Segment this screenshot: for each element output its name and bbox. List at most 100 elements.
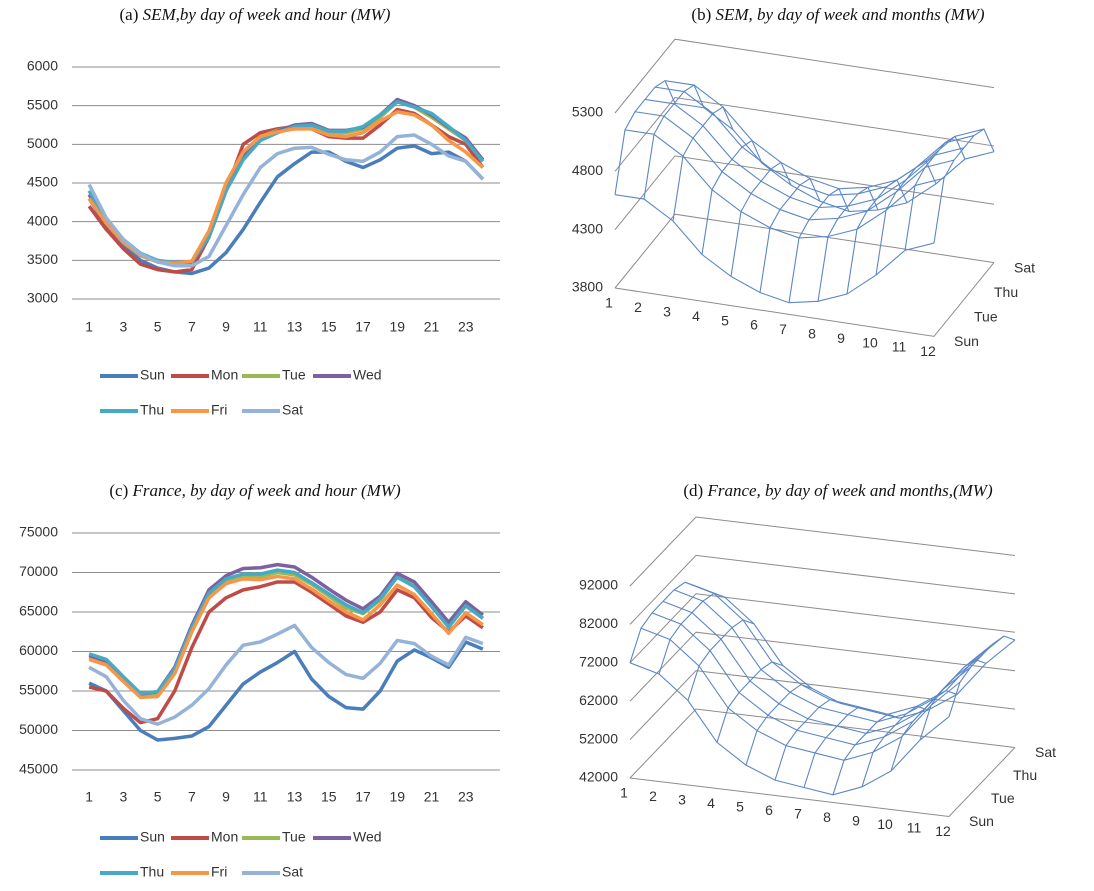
- series-line: [87, 110, 485, 266]
- y-tick-label: 4500: [27, 174, 58, 190]
- x-tick-label: 8: [808, 326, 816, 342]
- x-tick-label: 11: [907, 820, 922, 836]
- floor-edge: [629, 747, 1016, 818]
- surface-column: [759, 177, 821, 293]
- surface-column: [832, 713, 900, 795]
- y-tick-label: 55000: [19, 682, 58, 698]
- x-tick-label: 5: [154, 319, 162, 335]
- x-tick-label: 9: [837, 330, 845, 346]
- x-tick-label: 5: [721, 312, 729, 328]
- grid-line: [629, 593, 1016, 664]
- y-tick-label: 45000: [19, 761, 58, 777]
- x-tick-label: 3: [119, 789, 127, 805]
- x-tick-label: 11: [253, 319, 268, 335]
- y-tick-label: 3000: [27, 290, 58, 306]
- grid-line: [614, 213, 995, 289]
- y-tick-label: Tue: [974, 309, 998, 325]
- chart-title: (a) SEM,by day of week and hour (MW): [120, 5, 391, 24]
- x-tick-label: 21: [424, 319, 440, 335]
- y-tick-label: 4000: [27, 212, 58, 228]
- surface-column: [687, 619, 755, 701]
- surface-row: [640, 627, 961, 761]
- x-tick-label: 1: [605, 295, 613, 311]
- surface-row: [629, 662, 950, 796]
- surface-column: [629, 581, 697, 663]
- x-tick-label: 12: [935, 823, 951, 839]
- x-tick-label: 9: [222, 319, 230, 335]
- y-tick-label: Tue: [991, 790, 1015, 806]
- surface-row: [614, 194, 935, 304]
- panel-label: (a): [120, 5, 139, 24]
- z-tick-label: 82000: [579, 615, 618, 631]
- series-line: [87, 107, 485, 274]
- z-tick-label: 72000: [579, 654, 618, 670]
- surface-column: [745, 683, 813, 766]
- surface-row: [684, 581, 1005, 715]
- legend-label: Sun: [140, 829, 165, 845]
- series-line: [87, 97, 485, 266]
- surface-row: [695, 585, 1016, 719]
- surface-column: [919, 658, 987, 741]
- surface-row: [673, 589, 994, 723]
- surface-row: [662, 600, 983, 735]
- legend-label: Fri: [211, 864, 227, 880]
- y-tick-label: Sun: [954, 333, 979, 349]
- y-tick-label: 5500: [27, 96, 58, 112]
- surface-column: [875, 160, 937, 276]
- x-tick-label: 3: [119, 319, 127, 335]
- panel-label: (b): [691, 5, 711, 24]
- y-tick-label: Sat: [1014, 259, 1035, 275]
- legend-label: Thu: [140, 402, 164, 418]
- legend-label: Thu: [140, 864, 164, 880]
- series-line: [88, 623, 484, 726]
- x-tick-label: 17: [355, 789, 371, 805]
- y-tick-label: 60000: [19, 642, 58, 658]
- surface-column: [817, 186, 879, 302]
- x-tick-label: 6: [765, 802, 773, 818]
- grid-line: [614, 96, 995, 172]
- surface-row: [624, 129, 945, 239]
- surface-column: [774, 698, 842, 781]
- x-tick-label: 8: [823, 809, 831, 825]
- x-tick-label: 10: [877, 816, 893, 832]
- floor-edge: [614, 262, 995, 337]
- surface-row: [644, 98, 965, 209]
- x-tick-label: 19: [389, 789, 405, 805]
- x-tick-label: 2: [649, 788, 657, 804]
- y-tick-label: 70000: [19, 563, 58, 579]
- series-line: [88, 580, 484, 725]
- x-tick-label: 21: [424, 789, 440, 805]
- x-tick-label: 13: [287, 789, 303, 805]
- surface-column: [701, 139, 763, 255]
- legend-label: Sun: [140, 367, 165, 383]
- grid-line: [629, 516, 1016, 587]
- x-tick-label: 17: [355, 319, 371, 335]
- z-tick-label: 62000: [579, 692, 618, 708]
- title-text: France, by day of week and months,(MW): [706, 481, 992, 500]
- x-tick-label: 15: [321, 789, 337, 805]
- chart-title: (d) France, by day of week and months,(M…: [683, 481, 993, 500]
- x-tick-label: 19: [389, 319, 405, 335]
- y-tick-label: 75000: [19, 524, 58, 540]
- y-tick-label: Sat: [1035, 744, 1056, 760]
- x-tick-label: 12: [920, 343, 936, 359]
- x-tick-label: 7: [188, 319, 196, 335]
- x-tick-label: 5: [154, 789, 162, 805]
- x-tick-label: 13: [287, 319, 303, 335]
- x-tick-label: 7: [188, 789, 196, 805]
- surface-row: [654, 86, 975, 196]
- y-tick-label: 3500: [27, 251, 58, 267]
- surface-column: [948, 635, 1016, 717]
- z-tick-label: 4300: [572, 220, 603, 236]
- series-line: [88, 640, 484, 742]
- surface-column: [846, 179, 908, 295]
- x-tick-label: 5: [736, 799, 744, 815]
- surface-column: [904, 135, 966, 251]
- z-tick-label: 4800: [572, 162, 603, 178]
- x-tick-label: 7: [794, 806, 802, 822]
- legend-label: Sat: [282, 864, 303, 880]
- chart-title: (c) France, by day of week and hour (MW): [109, 481, 401, 500]
- title-text: SEM,by day of week and hour (MW): [143, 5, 391, 24]
- x-tick-label: 23: [458, 789, 474, 805]
- x-tick-label: 1: [85, 319, 93, 335]
